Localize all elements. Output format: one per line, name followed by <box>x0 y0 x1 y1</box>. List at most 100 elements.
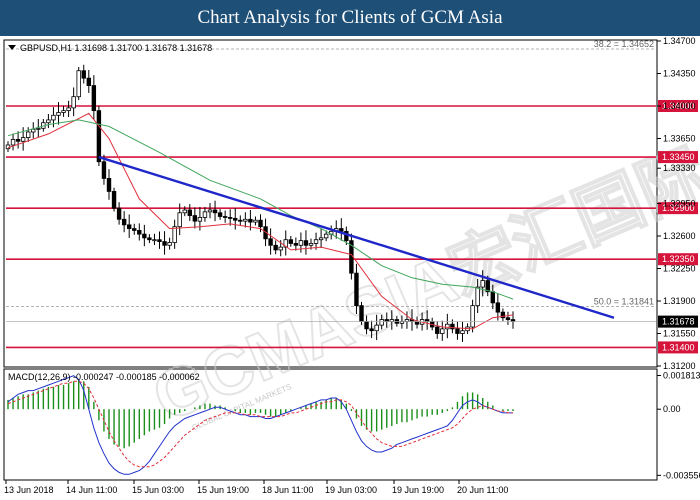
candle-bear <box>369 328 374 332</box>
level-badge-label: 1.32900 <box>662 203 695 213</box>
candle-bear <box>354 272 359 307</box>
level-badge-label: 1.33450 <box>662 152 695 162</box>
candle-bear <box>192 215 198 222</box>
candle-bear <box>238 219 243 222</box>
candle-bear <box>435 326 440 334</box>
candle-bear <box>222 216 228 218</box>
x-tick-label: 15 Jun 19:00 <box>197 485 249 495</box>
candle-bear <box>91 85 97 112</box>
y-tick-label: 1.34000 <box>663 101 696 111</box>
level-badge-label: 1.32350 <box>662 254 695 264</box>
symbol-info: GBPUSD,H1 1.31698 1.31700 1.31678 1.3167… <box>20 43 212 53</box>
candle-bear <box>268 238 273 246</box>
price-chart[interactable]: GCMASIA宏汇国际 GLOBAL CAPITAL MARKETS 1.340… <box>0 36 700 500</box>
candle-bull <box>207 209 213 213</box>
candle-bull <box>308 243 314 246</box>
candle-bear <box>111 191 117 209</box>
candle-bull <box>51 114 56 121</box>
y-tick-label: 1.31900 <box>663 296 696 306</box>
candle-bull <box>460 330 465 334</box>
dropdown-triangle-icon[interactable] <box>8 45 16 50</box>
candle-bull <box>46 119 51 124</box>
candle-bear <box>142 233 147 239</box>
candle-bear <box>86 77 91 86</box>
candle-bull <box>313 239 319 244</box>
candle-bull <box>182 209 187 214</box>
chart-title-banner: Chart Analysis for Clients of GCM Asia <box>0 0 700 36</box>
candle-bull <box>172 226 177 243</box>
candle-bear <box>293 243 299 246</box>
candle-bear <box>384 319 389 322</box>
x-tick-label: 14 Jun 11:00 <box>66 485 117 495</box>
current-price-badge <box>658 315 698 328</box>
candle-bull <box>71 96 76 109</box>
candle-bear <box>217 212 223 217</box>
candle-bear <box>490 291 495 304</box>
trendline[interactable] <box>98 155 615 319</box>
x-tick-label: 19 Jun 19:00 <box>392 485 444 495</box>
candle-bear <box>505 317 511 320</box>
candle-bear <box>364 321 369 330</box>
candle-bull <box>374 324 379 332</box>
candle-bull <box>253 219 258 223</box>
candle-bull <box>31 128 36 133</box>
candle-bear <box>106 178 112 192</box>
candle-bull <box>61 110 66 113</box>
candle-bull <box>177 212 182 228</box>
candle-bull <box>66 107 71 112</box>
fib-level-label: 38.2 = 1.34652 <box>594 39 654 49</box>
candle-bear <box>162 241 167 246</box>
candle-bear <box>137 230 142 235</box>
level-badge <box>658 253 698 266</box>
watermark: GCMASIA宏汇国际 GLOBAL CAPITAL MARKETS <box>141 134 700 438</box>
candle-bear <box>258 219 263 228</box>
candle-bear <box>500 311 506 319</box>
candle-bull <box>389 319 394 322</box>
candle-bull <box>298 240 304 246</box>
candle-bear <box>127 224 132 229</box>
trendline-group <box>98 155 615 319</box>
fib-level-label: 50.0 = 1.31841 <box>594 296 654 306</box>
candle-bull <box>167 242 172 246</box>
candle-bear <box>121 218 127 226</box>
candle-bull <box>475 286 480 307</box>
macd-signal-line <box>7 380 513 468</box>
candle-bull <box>278 246 283 251</box>
candles <box>5 64 516 342</box>
candle-bull <box>197 217 203 222</box>
level-badge-label: 1.31400 <box>662 342 695 352</box>
candle-bear <box>116 207 122 220</box>
candle-bull <box>379 319 384 326</box>
macd-frame <box>3 368 658 481</box>
candle-bull <box>243 218 248 222</box>
y-tick-label: 1.33650 <box>663 134 696 144</box>
y-tick-label: 1.32600 <box>663 231 696 241</box>
candle-bear <box>132 228 137 231</box>
watermark-text: GCMASIA宏汇国际 <box>142 135 700 437</box>
macd-tick-label: 0.001813 <box>663 370 700 380</box>
candle-bull <box>36 127 41 130</box>
candle-bear <box>273 244 278 251</box>
candle-bear <box>187 209 192 216</box>
y-tick-label: 1.33330 <box>663 163 696 173</box>
macd-panel: 0.001813 0.00 -0.003556 <box>7 370 700 480</box>
candle-bull <box>323 233 329 239</box>
y-axis: 1.34700 1.34350 1.34000 1.33650 1.33330 1.329… <box>6 36 698 371</box>
chart-title: Chart Analysis for Clients of GCM Asia <box>197 7 503 28</box>
candle-bear <box>424 319 430 322</box>
candle-bear <box>450 323 455 330</box>
candle-bear <box>288 239 293 244</box>
x-tick-label: 18 Jun 11:00 <box>262 485 313 495</box>
y-tick-label: 1.34700 <box>663 36 696 46</box>
level-badge-label: 1.34000 <box>662 101 695 111</box>
candle-bull <box>20 137 26 142</box>
candle-bull <box>56 112 61 116</box>
candle-bear <box>227 217 233 219</box>
candle-bear <box>248 218 253 223</box>
candle-bear <box>96 110 102 163</box>
level-badge <box>658 341 698 354</box>
macd-tick-label: 0.00 <box>663 404 681 414</box>
x-tick-label: 13 Jun 2018 <box>4 485 54 495</box>
candle-bear <box>339 228 344 232</box>
candle-bull <box>470 305 475 328</box>
